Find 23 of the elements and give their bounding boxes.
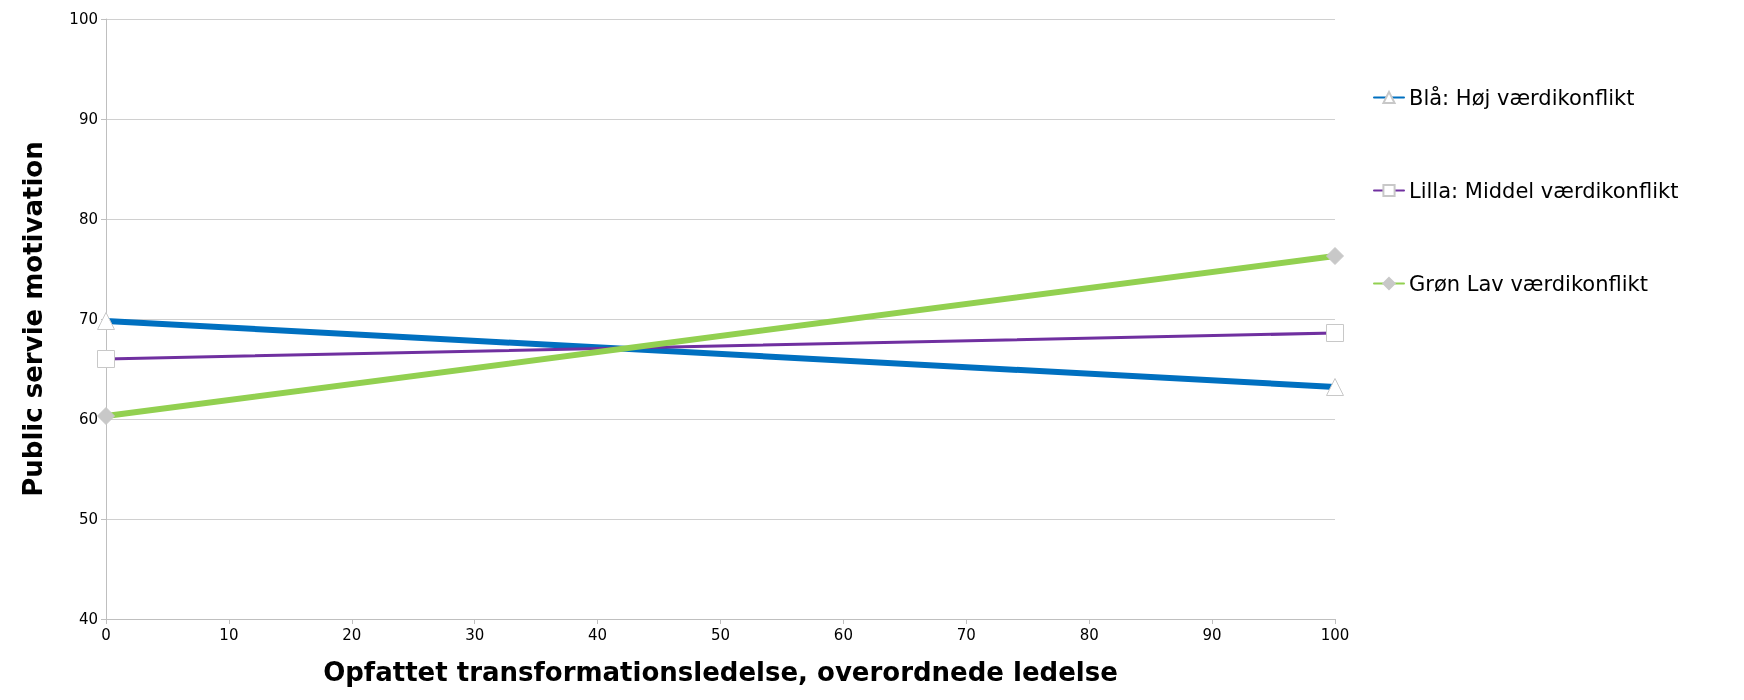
- legend-label: Grøn Lav værdikonflikt: [1409, 271, 1648, 296]
- x-tick-label: 50: [710, 625, 731, 644]
- y-axis-title: Public servie motivation: [18, 141, 48, 497]
- y-tick-label: 70: [78, 310, 98, 328]
- y-tick-label: 80: [78, 210, 98, 228]
- y-tick-label: 60: [78, 410, 98, 428]
- x-tick-label: 100: [1320, 625, 1350, 644]
- y-tick-label: 50: [78, 510, 98, 528]
- x-tick-label: 20: [342, 625, 362, 644]
- x-axis-title: Opfattet transformationsledelse, overordnede ledelse: [323, 657, 1118, 687]
- legend-label: Lilla: Middel værdikonflikt: [1409, 178, 1679, 203]
- x-tick-label: 70: [956, 625, 976, 644]
- y-tick-label: 90: [78, 110, 98, 128]
- x-tick-label: 30: [465, 625, 485, 644]
- y-tick-label: 100: [69, 10, 98, 28]
- x-tick-label: 90: [1202, 625, 1222, 644]
- x-tick-label: 0: [101, 625, 111, 644]
- x-tick-label: 80: [1079, 625, 1099, 644]
- legend-label: Blå: Høj værdikonflikt: [1409, 84, 1635, 110]
- y-tick-label: 40: [78, 610, 98, 628]
- x-tick-label: 40: [588, 625, 608, 644]
- x-tick-label: 10: [219, 625, 239, 644]
- x-tick-label: 60: [833, 625, 853, 644]
